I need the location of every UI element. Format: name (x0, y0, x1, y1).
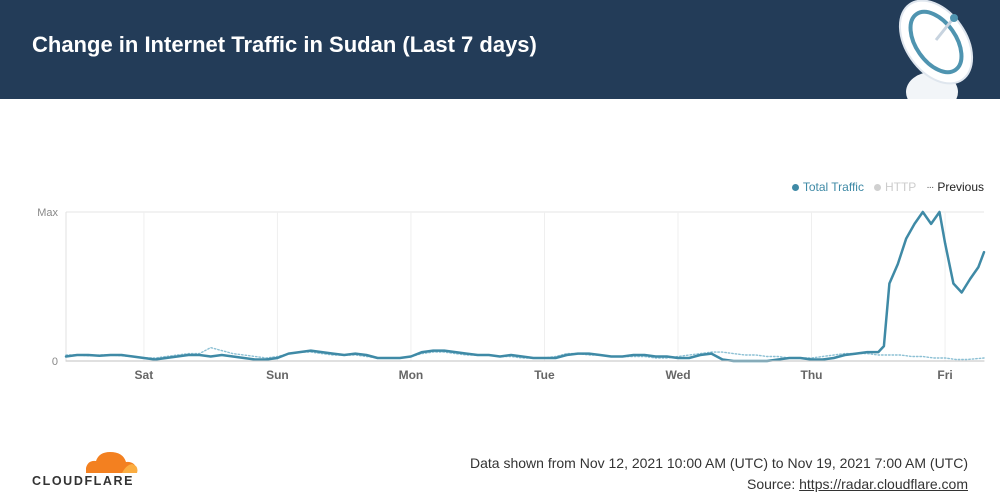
legend-dot-http-icon (873, 183, 881, 191)
legend-item-http[interactable]: HTTP (873, 180, 917, 194)
legend-label-total: Total Traffic (802, 180, 864, 194)
tick-layer: Sat Sun Mon Tue Wed Thu Fri 0 Max (37, 207, 953, 382)
series-layer (64, 210, 986, 363)
legend-item-previous[interactable]: ··· Previous (926, 180, 984, 194)
page-title: Change in Internet Traffic in Sudan (Las… (32, 32, 537, 57)
legend-item-total[interactable]: Total Traffic (791, 180, 864, 194)
x-tick-label: Tue (534, 368, 555, 382)
legend-dotted-line-icon: ··· (926, 181, 934, 193)
chart-legend: Total Traffic HTTP ··· Previous (791, 180, 984, 194)
grid-layer (65, 211, 984, 361)
header-banner: Change in Internet Traffic in Sudan (Las… (0, 0, 1000, 99)
series-line-previous (65, 346, 985, 361)
cloudflare-wordmark: CLOUDFLARE (32, 474, 135, 488)
legend-label-previous: Previous (937, 180, 984, 194)
cloudflare-logo-icon (86, 452, 138, 473)
source-line: Source: https://radar.cloudflare.com (470, 474, 968, 495)
source-link[interactable]: https://radar.cloudflare.com (799, 476, 968, 492)
y-tick-label-zero: 0 (52, 356, 58, 368)
x-tick-label: Thu (801, 368, 823, 382)
x-tick-label: Mon (399, 368, 424, 382)
footer-info: Data shown from Nov 12, 2021 10:00 AM (U… (470, 453, 968, 495)
legend-label-http: HTTP (884, 180, 917, 194)
series-line-total-traffic (64, 210, 986, 363)
x-tick-label: Sat (135, 368, 154, 382)
x-tick-label: Sun (266, 368, 289, 382)
x-tick-label: Wed (665, 368, 690, 382)
y-tick-label-max: Max (37, 207, 58, 219)
traffic-line-chart: Sat Sun Mon Tue Wed Thu Fri 0 Max (37, 207, 986, 382)
satellite-dish-icon (898, 0, 974, 99)
source-prefix: Source: (746, 476, 800, 492)
x-tick-label: Fri (937, 368, 952, 382)
data-range-text: Data shown from Nov 12, 2021 10:00 AM (U… (470, 455, 968, 471)
legend-dot-total-icon (791, 183, 799, 191)
